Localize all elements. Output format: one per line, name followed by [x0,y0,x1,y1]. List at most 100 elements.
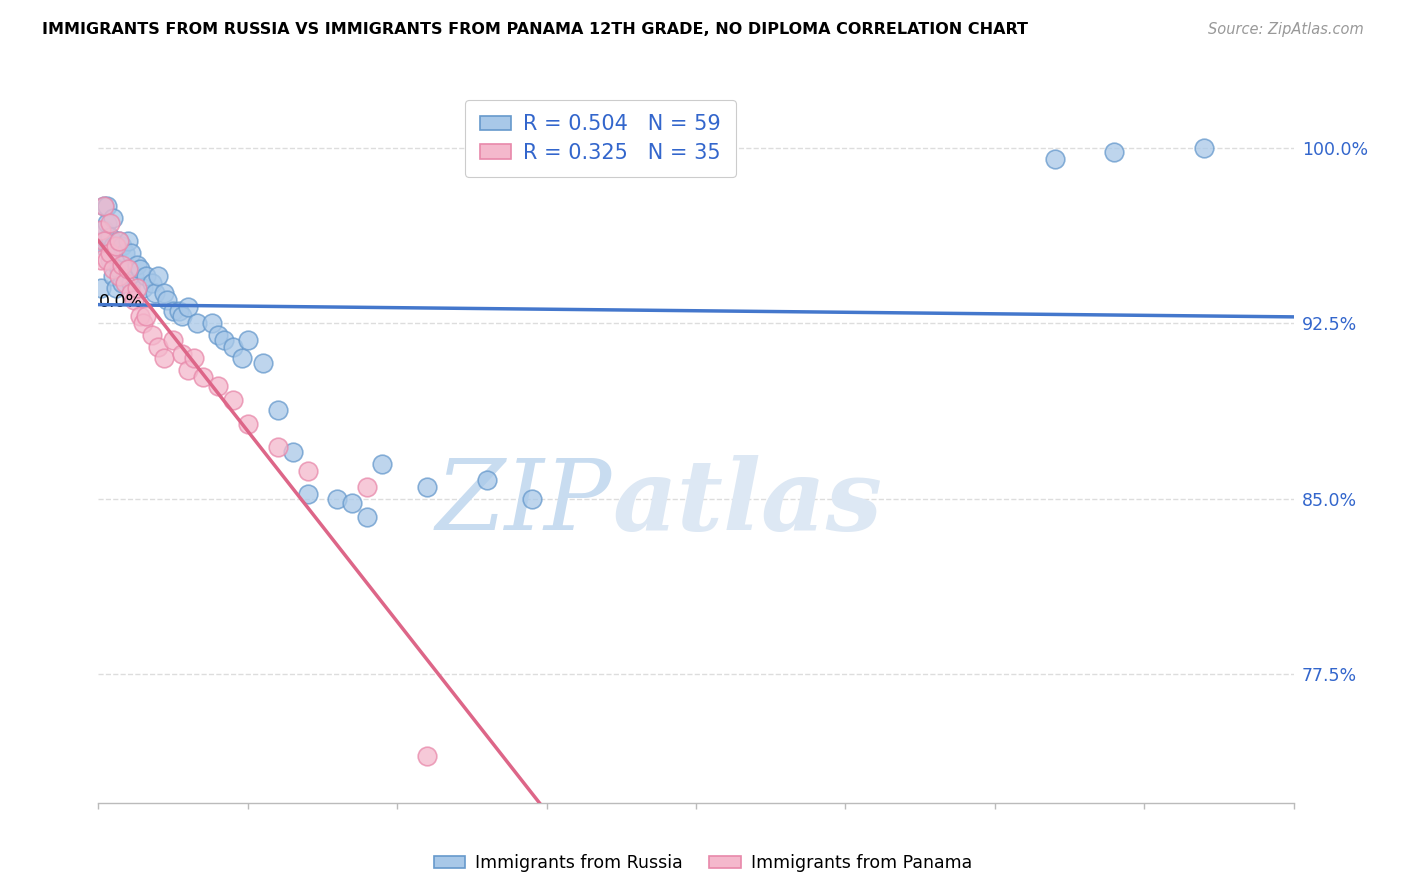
Point [117,234,139,248]
Point [143,285,166,300]
Point [124,293,146,307]
Y-axis label: 12th Grade, No Diploma: 12th Grade, No Diploma [0,336,8,556]
Point [167,304,190,318]
Point [1192,141,1215,155]
Point [108,234,131,248]
Point [111,239,134,253]
Point [191,370,214,384]
Point [114,277,136,291]
Point [105,246,128,260]
Text: Source: ZipAtlas.com: Source: ZipAtlas.com [1208,22,1364,37]
Point [93,222,115,236]
Point [1043,153,1066,167]
Point [141,327,163,342]
Point [103,262,125,277]
Point [281,445,304,459]
Point [90,222,112,236]
Point [520,491,543,506]
Point [103,211,125,225]
Point [108,269,131,284]
Point [93,239,115,253]
Point [267,402,290,417]
Point [212,333,235,347]
Point [222,340,245,354]
Point [222,393,245,408]
Point [117,262,139,277]
Point [153,285,176,300]
Point [96,252,118,267]
Point [108,234,131,248]
Point [1104,145,1126,160]
Point [416,480,439,494]
Point [231,351,253,366]
Point [132,281,155,295]
Point [111,277,134,291]
Point [207,379,229,393]
Point [162,304,184,318]
Point [371,457,394,471]
Point [475,473,498,487]
Point [172,309,194,323]
Point [120,246,142,260]
Point [93,199,115,213]
Point [96,234,118,248]
Point [129,309,152,323]
Point [93,199,115,213]
Point [105,239,128,253]
Point [267,440,290,454]
Point [100,252,122,267]
Point [132,316,155,330]
Point [236,333,259,347]
Point [356,480,378,494]
Point [129,262,152,277]
Point [93,234,115,248]
Point [103,239,125,253]
Point [172,346,194,360]
Point [135,269,157,284]
Point [103,269,125,284]
Point [356,510,378,524]
Point [186,316,208,330]
Point [156,293,179,307]
Point [183,351,205,366]
Point [127,281,149,295]
Point [297,464,319,478]
Point [100,246,122,260]
Point [297,487,319,501]
Point [416,749,439,764]
Point [148,340,170,354]
Point [96,199,118,213]
Point [114,246,136,260]
Point [177,300,200,314]
Point [117,262,139,277]
Point [90,252,112,267]
Legend: Immigrants from Russia, Immigrants from Panama: Immigrants from Russia, Immigrants from … [427,847,979,879]
Text: atlas: atlas [613,455,883,551]
Point [135,309,157,323]
Point [236,417,259,431]
Point [108,262,131,277]
Point [105,281,128,295]
Point [100,216,122,230]
Text: IMMIGRANTS FROM RUSSIA VS IMMIGRANTS FROM PANAMA 12TH GRADE, NO DIPLOMA CORRELAT: IMMIGRANTS FROM RUSSIA VS IMMIGRANTS FRO… [42,22,1028,37]
Point [201,316,224,330]
Point [252,356,274,370]
Point [120,285,142,300]
Point [207,327,229,342]
Point [127,258,149,272]
Point [177,363,200,377]
Text: ZIP: ZIP [436,456,613,550]
Point [111,258,134,272]
Point [124,269,146,284]
Point [141,277,163,291]
Point [162,333,184,347]
Point [148,269,170,284]
Legend: R = 0.504   N = 59, R = 0.325   N = 35: R = 0.504 N = 59, R = 0.325 N = 35 [465,100,735,178]
Point [96,216,118,230]
Point [90,234,112,248]
Point [100,229,122,244]
Point [342,496,364,510]
Text: 0.0%: 0.0% [98,293,142,311]
Point [90,281,112,295]
Point [153,351,176,366]
